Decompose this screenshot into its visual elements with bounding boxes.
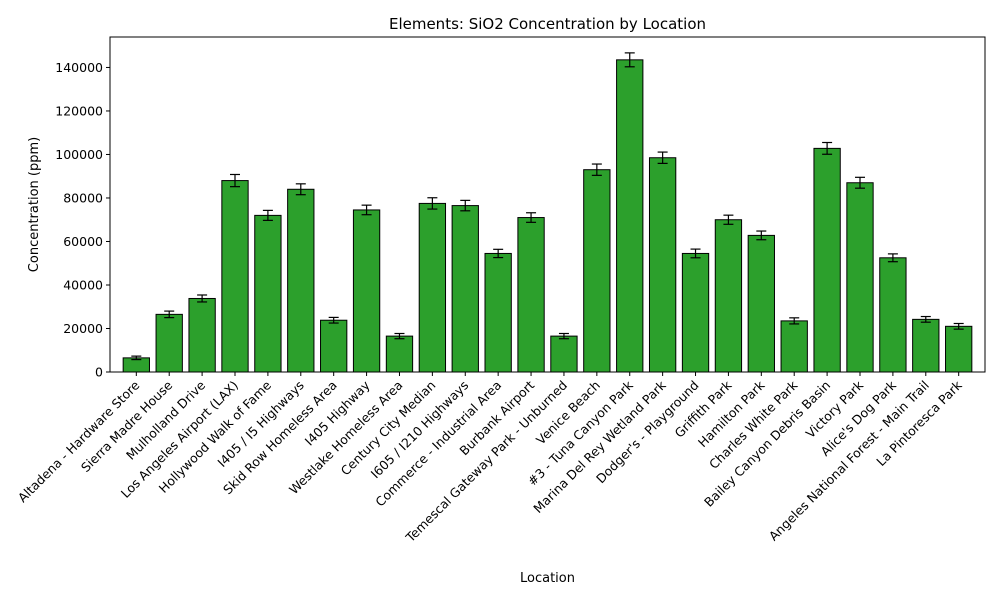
error-bar [230, 173, 240, 188]
y-axis: 0 20000 40000 60000 80000 100000 120000 140000 [55, 60, 110, 380]
y-axis-label: Concentration (ppm) [27, 137, 42, 272]
y-tick-label: 120000 [55, 103, 103, 118]
bar [681, 252, 710, 373]
error-bar [855, 176, 865, 189]
error-bar [394, 332, 405, 340]
bar [912, 318, 940, 373]
y-tick-label: 140000 [55, 60, 103, 75]
plot-frame [109, 36, 986, 373]
error-bar [197, 294, 208, 303]
error-bar [723, 214, 734, 225]
bar [879, 257, 907, 373]
bar [846, 182, 874, 373]
y-tick-label: 20000 [63, 321, 103, 336]
bar [945, 325, 973, 373]
bar [418, 202, 447, 373]
bar [714, 219, 743, 373]
error-bar [953, 322, 964, 330]
bar [648, 157, 677, 373]
bar [254, 214, 282, 373]
y-tick-label: 0 [95, 365, 103, 380]
error-bar [131, 355, 142, 361]
bar [155, 313, 183, 373]
error-bar [591, 163, 602, 176]
error-bar [295, 183, 306, 196]
bar [780, 320, 808, 373]
error-bar [493, 248, 504, 259]
bars-group [122, 59, 973, 373]
bar [616, 59, 644, 373]
y-tick-label: 80000 [63, 190, 103, 205]
error-bar [690, 248, 701, 259]
error-bar [361, 204, 372, 216]
bar [484, 252, 512, 373]
bar [747, 234, 775, 373]
error-bar [822, 141, 833, 155]
bar [517, 217, 545, 373]
x-axis-label: Location [520, 571, 575, 586]
bar [451, 205, 479, 373]
error-bar [789, 317, 800, 325]
error-bar [526, 212, 537, 223]
error-bar [657, 151, 668, 164]
error-bar [887, 253, 898, 263]
bar [320, 319, 348, 373]
bar [352, 209, 381, 373]
error-bar [164, 310, 175, 319]
y-tick-label: 100000 [55, 147, 103, 162]
bar [813, 147, 841, 373]
error-bar [558, 332, 569, 340]
error-bar [328, 316, 339, 324]
error-bar [427, 197, 438, 210]
error-bar [624, 52, 635, 68]
bar [583, 169, 611, 373]
bar [287, 188, 315, 373]
error-bar [262, 209, 273, 221]
bar [188, 297, 216, 373]
chart-title: Elements: SiO2 Concentration by Location [389, 15, 706, 33]
error-bars-group [131, 52, 964, 361]
error-bar [756, 230, 767, 241]
bar [550, 335, 578, 373]
error-bar [920, 315, 931, 323]
error-bar [460, 199, 471, 212]
y-tick-label: 60000 [63, 234, 103, 249]
y-tick-label: 40000 [63, 277, 103, 292]
bar [385, 335, 414, 373]
bar [221, 180, 249, 373]
